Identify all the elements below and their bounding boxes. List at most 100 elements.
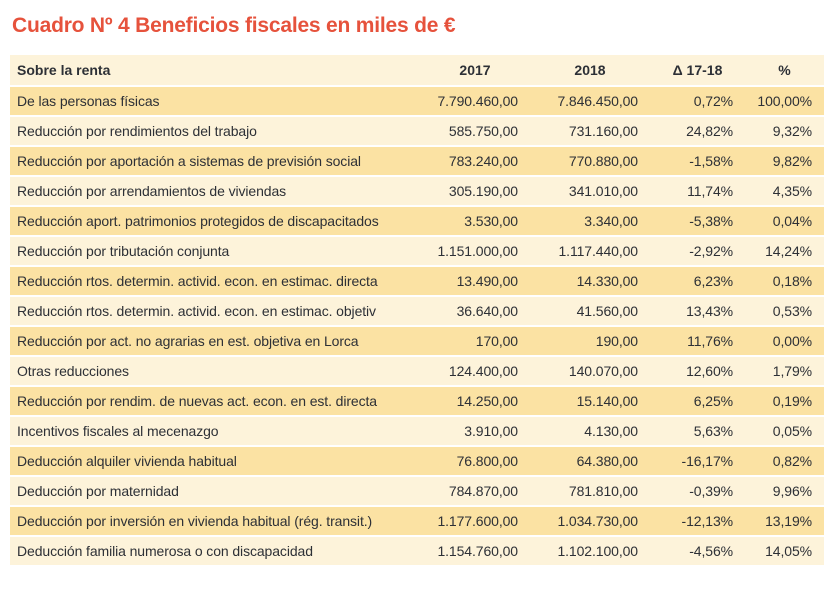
cell-2018: 1.102.100,00 [530,537,650,565]
cell-label: Reducción por arrendamientos de vivienda… [10,177,420,205]
table-row: Reducción por rendimientos del trabajo 58… [10,117,824,145]
cell-2018: 7.846.450,00 [530,87,650,115]
table-row: Otras reducciones 124.400,00 140.070,00 12,… [10,357,824,385]
table-row: Reducción rtos. determin. activid. econ.… [10,267,824,295]
table-row: Reducción rtos. determin. activid. econ.… [10,297,824,325]
cell-2017: 3.910,00 [420,417,530,445]
cell-label: Deducción por inversión en vivienda habi… [10,507,420,535]
cell-delta: 6,25% [650,387,745,415]
cell-percent: 0,04% [745,207,824,235]
table-row: Reducción por rendim. de nuevas act. eco… [10,387,824,415]
cell-delta: 6,23% [650,267,745,295]
table-row: De las personas físicas 7.790.460,00 7.846… [10,87,824,115]
cell-percent: 1,79% [745,357,824,385]
header-row: Sobre la renta 2017 2018 Δ 17-18 % [10,55,824,85]
cell-delta: 12,60% [650,357,745,385]
table-row: Reducción por arrendamientos de vivienda… [10,177,824,205]
table-title: Cuadro Nº 4 Beneficios fiscales en miles… [12,14,456,37]
cell-label: Reducción por rendim. de nuevas act. eco… [10,387,420,415]
cell-label: Reducción por act. no agrarias en est. o… [10,327,420,355]
cell-label: Deducción por maternidad [10,477,420,505]
cell-delta: -1,58% [650,147,745,175]
cell-2018: 140.070,00 [530,357,650,385]
table-row: Reducción por act. no agrarias en est. o… [10,327,824,355]
cell-label: Reducción por rendimientos del trabajo [10,117,420,145]
cell-percent: 0,19% [745,387,824,415]
cell-percent: 100,00% [745,87,824,115]
cell-2018: 41.560,00 [530,297,650,325]
header-2017: 2017 [420,55,530,85]
table-row: Reducción aport. patrimonios protegidos … [10,207,824,235]
cell-label: Reducción rtos. determin. activid. econ.… [10,267,420,295]
cell-2017: 585.750,00 [420,117,530,145]
cell-2017: 7.790.460,00 [420,87,530,115]
header-delta-17-18: Δ 17-18 [650,55,745,85]
cell-2017: 170,00 [420,327,530,355]
cell-delta: 11,74% [650,177,745,205]
cell-delta: 0,72% [650,87,745,115]
table-row: Reducción por aportación a sistemas de p… [10,147,824,175]
cell-percent: 0,18% [745,267,824,295]
cell-percent: 0,00% [745,327,824,355]
cell-2017: 1.154.760,00 [420,537,530,565]
cell-label: Incentivos fiscales al mecenazgo [10,417,420,445]
cell-2017: 14.250,00 [420,387,530,415]
document-page: Cuadro Nº 4 Beneficios fiscales en miles… [10,14,824,567]
cell-2018: 15.140,00 [530,387,650,415]
cell-delta: -16,17% [650,447,745,475]
table-row: Deducción por inversión en vivienda habi… [10,507,824,535]
table-row: Deducción alquiler vivienda habitual 76.8… [10,447,824,475]
cell-delta: -2,92% [650,237,745,265]
table-row: Deducción familia numerosa o con discapa… [10,537,824,565]
header-percent: % [745,55,824,85]
cell-percent: 0,05% [745,417,824,445]
cell-2017: 305.190,00 [420,177,530,205]
cell-2017: 124.400,00 [420,357,530,385]
cell-2018: 1.117.440,00 [530,237,650,265]
cell-2017: 1.151.000,00 [420,237,530,265]
cell-2018: 190,00 [530,327,650,355]
cell-percent: 9,82% [745,147,824,175]
cell-label: Deducción alquiler vivienda habitual [10,447,420,475]
cell-percent: 9,32% [745,117,824,145]
cell-2017: 3.530,00 [420,207,530,235]
cell-percent: 0,53% [745,297,824,325]
cell-2018: 731.160,00 [530,117,650,145]
cell-delta: -12,13% [650,507,745,535]
table-row: Deducción por maternidad 784.870,00 781.81… [10,477,824,505]
cell-2017: 784.870,00 [420,477,530,505]
cell-percent: 14,24% [745,237,824,265]
cell-2018: 64.380,00 [530,447,650,475]
cell-2018: 1.034.730,00 [530,507,650,535]
cell-2017: 13.490,00 [420,267,530,295]
cell-2018: 341.010,00 [530,177,650,205]
cell-label: Reducción aport. patrimonios protegidos … [10,207,420,235]
header-sobre-la-renta: Sobre la renta [10,55,420,85]
table-body: De las personas físicas 7.790.460,00 7.846… [10,87,824,565]
cell-label: Deducción familia numerosa o con discapa… [10,537,420,565]
table-row: Incentivos fiscales al mecenazgo 3.910,00… [10,417,824,445]
cell-2018: 14.330,00 [530,267,650,295]
cell-2018: 3.340,00 [530,207,650,235]
cell-label: De las personas físicas [10,87,420,115]
cell-delta: 5,63% [650,417,745,445]
cell-2018: 4.130,00 [530,417,650,445]
cell-delta: 11,76% [650,327,745,355]
header-2018: 2018 [530,55,650,85]
benefits-table: Sobre la renta 2017 2018 Δ 17-18 % De la… [10,53,824,567]
cell-delta: -5,38% [650,207,745,235]
cell-label: Otras reducciones [10,357,420,385]
cell-label: Reducción por tributación conjunta [10,237,420,265]
cell-label: Reducción rtos. determin. activid. econ.… [10,297,420,325]
cell-delta: -4,56% [650,537,745,565]
cell-percent: 0,82% [745,447,824,475]
cell-percent: 13,19% [745,507,824,535]
cell-2017: 36.640,00 [420,297,530,325]
cell-2017: 1.177.600,00 [420,507,530,535]
cell-delta: 24,82% [650,117,745,145]
cell-delta: -0,39% [650,477,745,505]
cell-2018: 770.880,00 [530,147,650,175]
cell-percent: 9,96% [745,477,824,505]
cell-label: Reducción por aportación a sistemas de p… [10,147,420,175]
cell-2018: 781.810,00 [530,477,650,505]
